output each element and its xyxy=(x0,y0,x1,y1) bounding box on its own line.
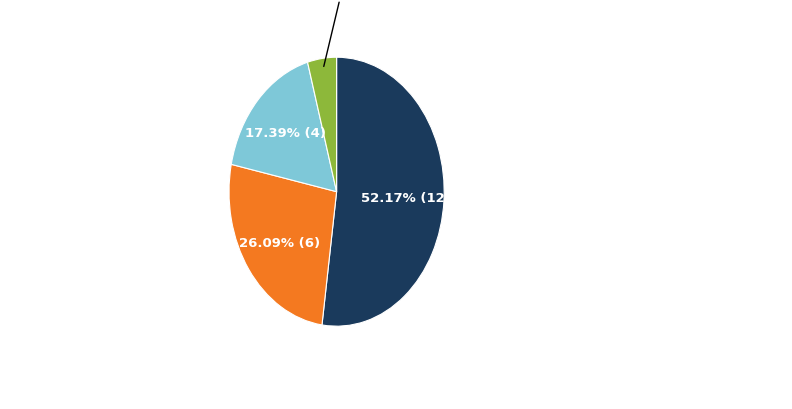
Wedge shape xyxy=(307,58,337,192)
Wedge shape xyxy=(322,58,444,326)
Wedge shape xyxy=(229,165,337,325)
Text: 26.09% (6): 26.09% (6) xyxy=(239,236,320,249)
Text: 4.35% (1): 4.35% (1) xyxy=(308,0,376,67)
Text: 17.39% (4): 17.39% (4) xyxy=(245,126,326,139)
Wedge shape xyxy=(231,63,337,192)
Text: 52.17% (12): 52.17% (12) xyxy=(361,192,451,204)
